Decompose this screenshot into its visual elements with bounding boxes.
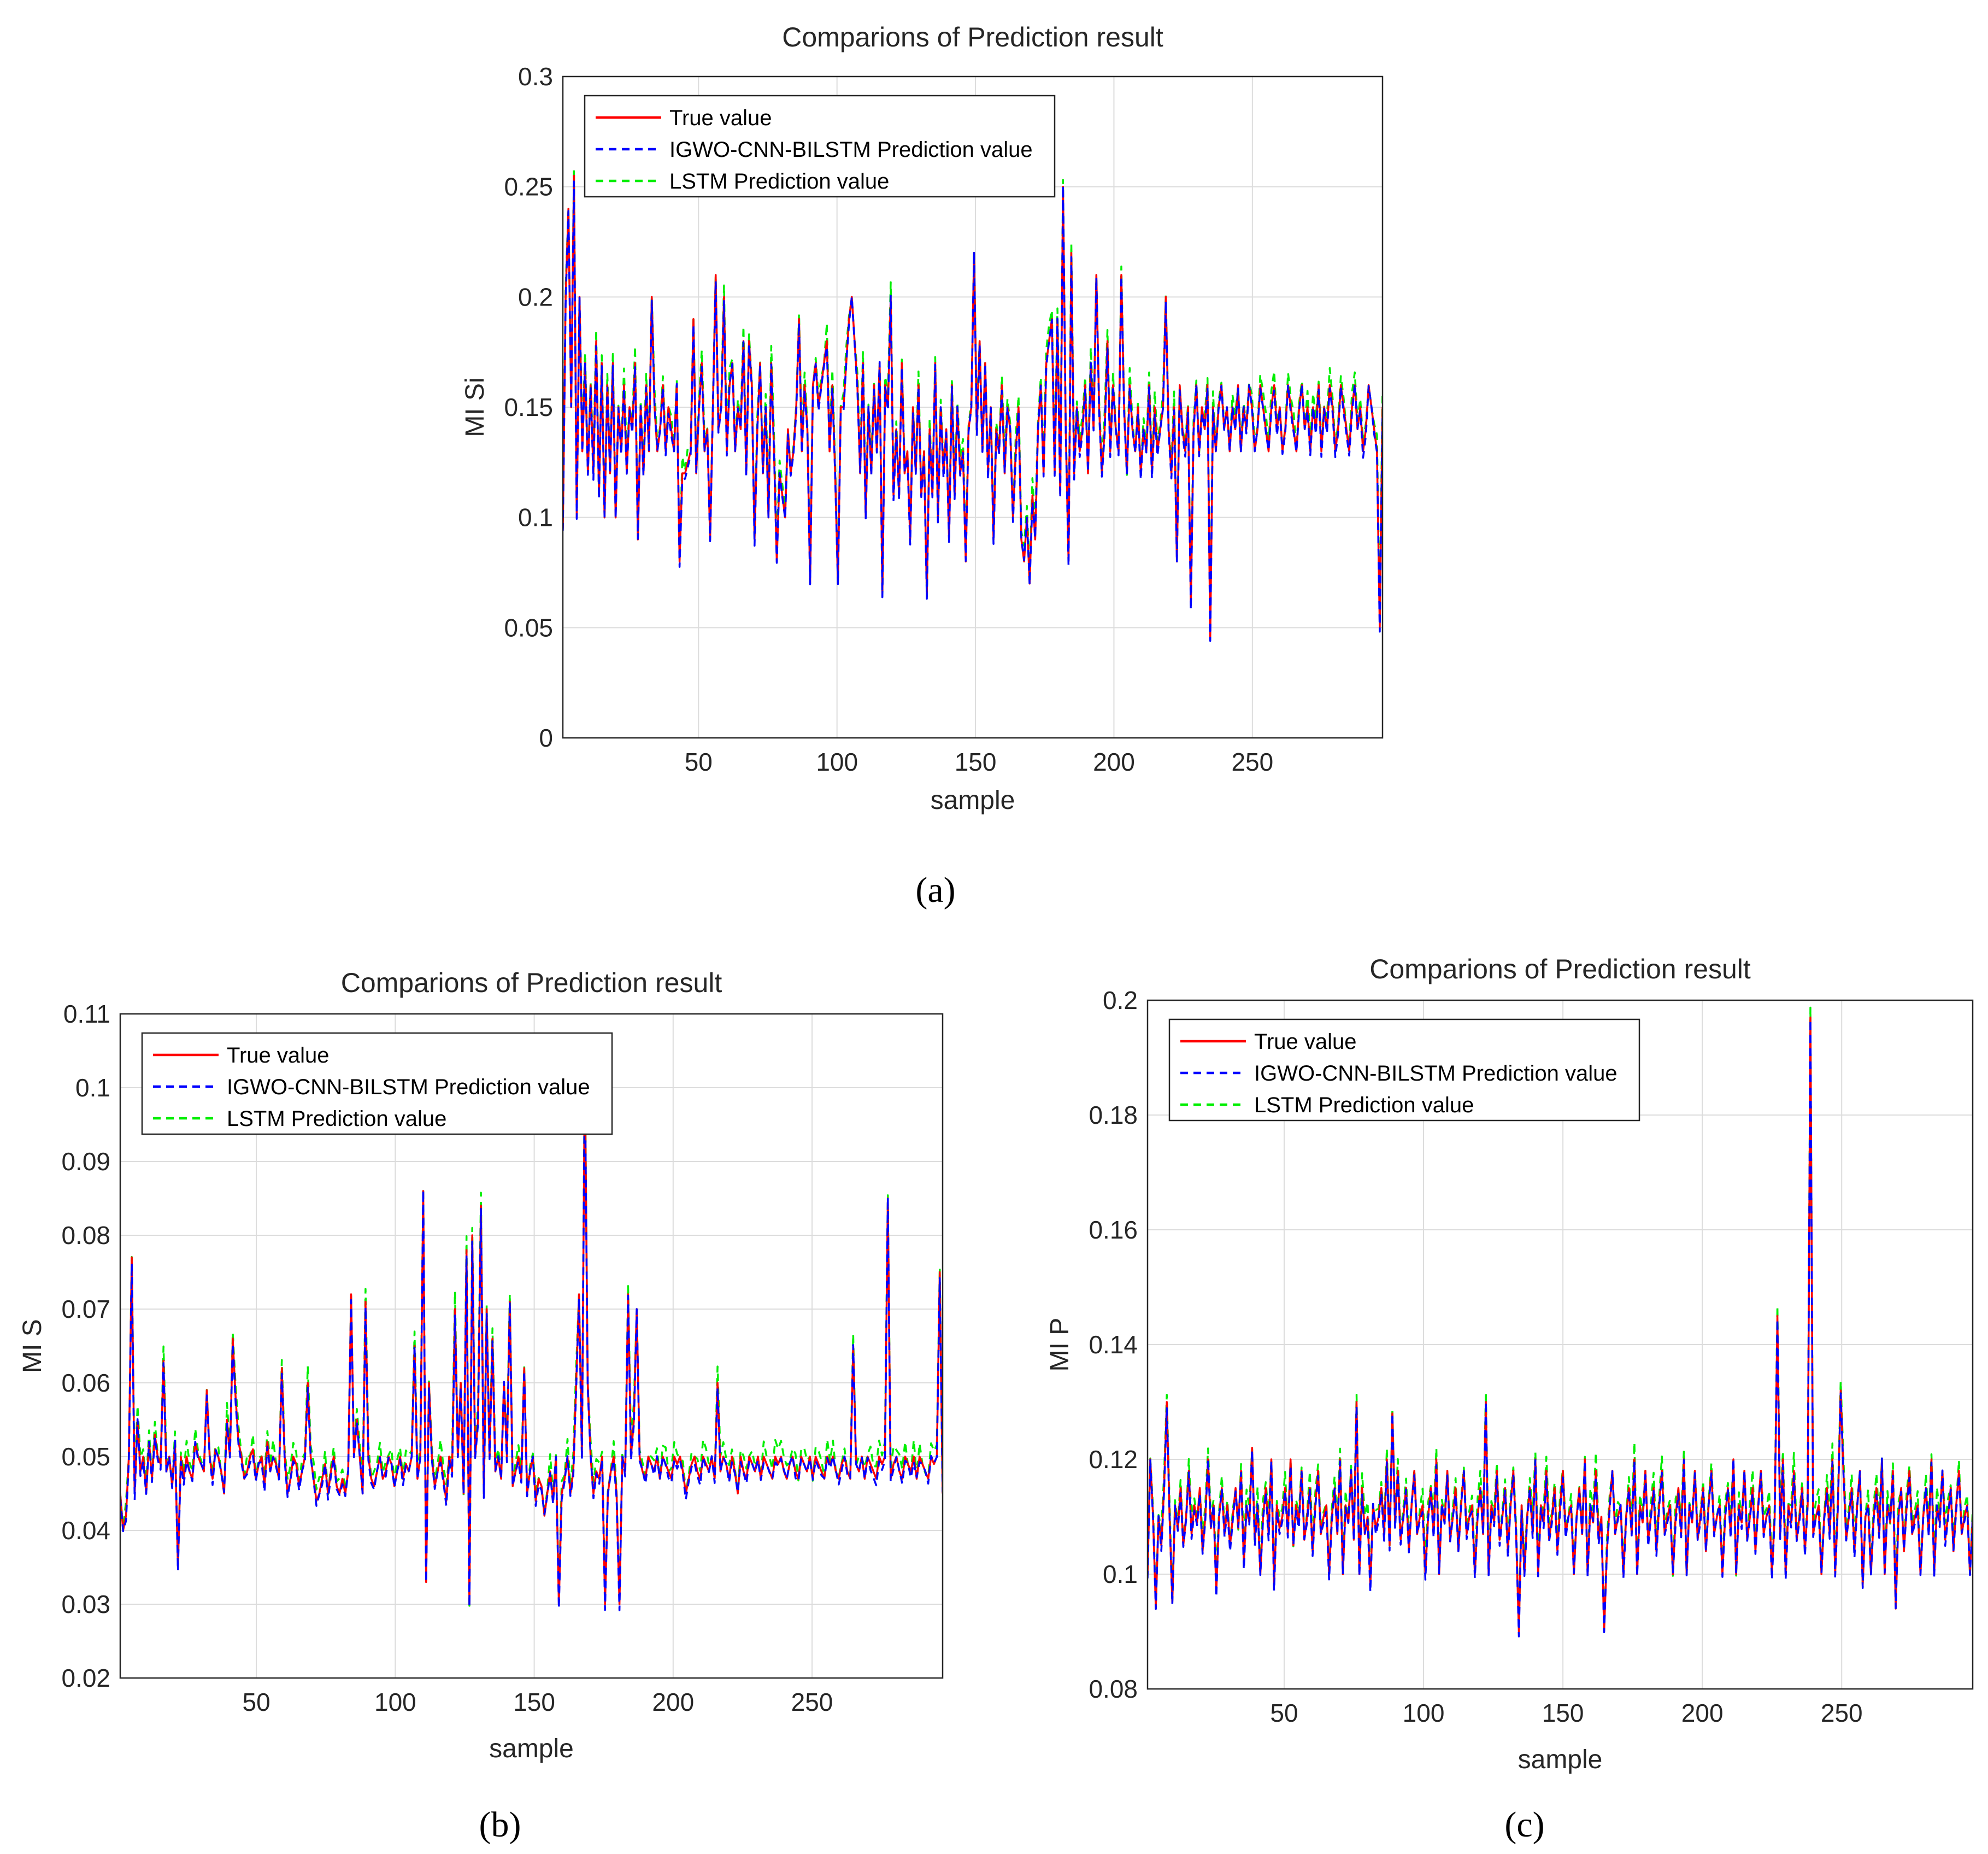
y-tick-label: 0.1 (75, 1073, 110, 1102)
y-axis-label: MI P (1045, 1318, 1074, 1372)
y-tick-label: 0.11 (63, 1000, 110, 1028)
chart-1: 0 0.05 0.1 0.15 0.2 0.25 0.3 50 100 150 200 250 Comp… (461, 22, 1384, 815)
series-igwo-line (120, 1069, 943, 1611)
chart-title: Comparions of Prediction result (1369, 954, 1751, 984)
y-tick-label: 0.12 (1089, 1445, 1138, 1474)
chart-3: 0.08 0.1 0.12 0.14 0.16 0.18 0.2 50 100 150 200 250… (1045, 954, 1974, 1774)
y-tick-label: 0.14 (1089, 1330, 1138, 1359)
chart-2: 0.02 0.03 0.04 0.05 0.06 0.07 0.08 0.09 0.1 0.11 5… (18, 967, 944, 1763)
x-axis-label: sample (489, 1734, 574, 1763)
y-tick-label: 0.18 (1089, 1101, 1138, 1129)
x-tick-label: 250 (791, 1688, 833, 1716)
x-tick-label: 50 (1270, 1699, 1298, 1727)
legend-box (584, 95, 1056, 198)
y-tick-label: 0.05 (61, 1442, 110, 1471)
series-lstm-line (1148, 1006, 1973, 1632)
y-tick-label: 0.3 (518, 62, 553, 91)
y-tick-label: 0.07 (61, 1295, 110, 1323)
plot-frame (562, 75, 1384, 739)
y-tick-label: 0.16 (1089, 1216, 1138, 1244)
y-tick-label: 0.25 (504, 173, 553, 201)
y-tick-label: 0.1 (1103, 1560, 1138, 1588)
y-tick-label: 0.02 (61, 1664, 110, 1692)
legend-box (141, 1032, 613, 1135)
x-tick-label: 100 (816, 748, 858, 776)
y-tick-label: 0.09 (61, 1147, 110, 1176)
y-tick-label: 0.15 (504, 393, 553, 421)
plot-frame (119, 1013, 944, 1679)
legend-label: LSTM Prediction value (1254, 1093, 1474, 1117)
y-tick-label: 0.03 (61, 1590, 110, 1618)
x-tick-label: 250 (1821, 1699, 1863, 1727)
x-tick-label: 200 (1093, 748, 1135, 776)
legend-label: True value (227, 1043, 330, 1067)
legend-label: True value (1254, 1030, 1357, 1054)
x-tick-label: 250 (1231, 748, 1273, 776)
x-tick-label: 100 (374, 1688, 416, 1716)
plot-frame (1146, 999, 1974, 1690)
chart-title: Comparions of Prediction result (341, 967, 722, 998)
y-axis-label: MI Si (461, 377, 490, 437)
x-tick-label: 150 (513, 1688, 555, 1716)
chart-title: Comparions of Prediction result (782, 22, 1163, 52)
legend-label: IGWO-CNN-BILSTM Prediction value (227, 1075, 590, 1099)
y-tick-label: 0 (539, 724, 553, 752)
legend-label: IGWO-CNN-BILSTM Prediction value (669, 138, 1033, 162)
y-tick-label: 0.04 (61, 1516, 110, 1545)
x-tick-label: 100 (1403, 1699, 1445, 1727)
x-tick-label: 200 (652, 1688, 694, 1716)
caption-a: (a) (915, 870, 955, 910)
series-igwo-line (563, 180, 1383, 642)
legend-label: LSTM Prediction value (669, 169, 889, 193)
caption-c: (c) (1504, 1805, 1544, 1845)
x-axis-label: sample (931, 786, 1015, 815)
legend-label: IGWO-CNN-BILSTM Prediction value (1254, 1061, 1618, 1086)
y-axis-label: MI S (18, 1319, 47, 1373)
x-tick-label: 50 (243, 1688, 270, 1716)
y-tick-label: 0.08 (1089, 1675, 1138, 1703)
y-tick-label: 0.05 (504, 613, 553, 642)
x-tick-label: 50 (685, 748, 713, 776)
caption-b: (b) (479, 1805, 521, 1845)
legend-box (1168, 1018, 1640, 1122)
x-tick-label: 200 (1681, 1699, 1724, 1727)
x-tick-label: 150 (955, 748, 997, 776)
y-tick-label: 0.08 (61, 1221, 110, 1249)
series-igwo-line (1148, 1018, 1973, 1638)
x-tick-label: 150 (1542, 1699, 1584, 1727)
y-tick-label: 0.06 (61, 1369, 110, 1397)
y-tick-label: 0.2 (1103, 986, 1138, 1014)
x-axis-label: sample (1518, 1745, 1603, 1774)
legend-label: True value (669, 106, 772, 130)
y-tick-label: 0.1 (518, 503, 553, 532)
y-tick-label: 0.2 (518, 283, 553, 311)
legend-label: LSTM Prediction value (227, 1107, 446, 1131)
